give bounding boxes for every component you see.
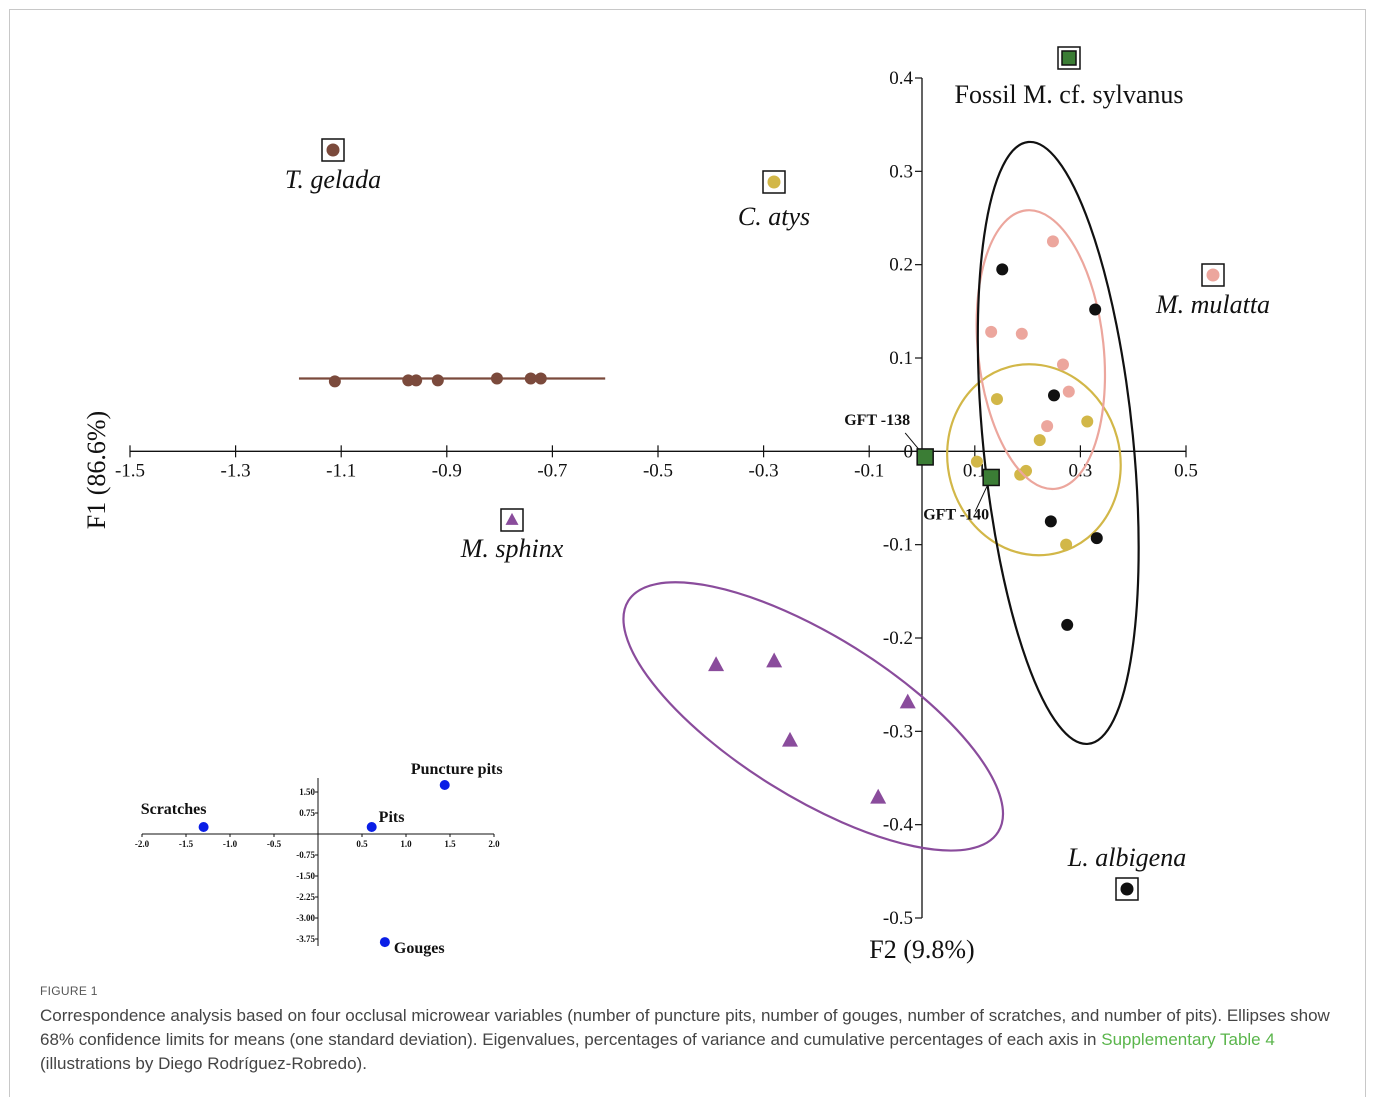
legend-marker [768, 176, 781, 189]
figure: -1.5 -1.3 -1.1 -0.9 -0.7 -0.5 -0.3 -0.1 0.1 0.3 0.… [0, 0, 1375, 1097]
marker [432, 374, 444, 386]
marker [971, 456, 983, 468]
marker [985, 326, 997, 338]
marker [1091, 532, 1103, 544]
marker [1060, 539, 1072, 551]
legend-label: M. sphinx [460, 534, 564, 563]
point-label: GFT -140 [923, 506, 989, 523]
x-tick-label: -0.7 [537, 460, 567, 481]
y-tick-label: 0 [904, 441, 914, 462]
point-label: GFT -138 [844, 412, 910, 429]
inset-x-tick-label: 1.5 [444, 839, 456, 849]
marker [766, 653, 782, 668]
inset-x-tick-label: -1.5 [179, 839, 194, 849]
y-tick-label: 0.2 [889, 255, 913, 276]
marker [917, 449, 933, 465]
marker [1034, 434, 1046, 446]
variable-label: Puncture pits [411, 761, 503, 778]
y-tick-label: -0.5 [883, 908, 913, 929]
inset-y-tick-label: -3.75 [296, 934, 315, 944]
marker [782, 732, 798, 747]
frame [10, 10, 1366, 1097]
legend-marker [1062, 51, 1076, 65]
x-tick-label: -0.3 [749, 460, 779, 481]
inset-x-tick-label: -0.5 [267, 839, 282, 849]
legend-marker [327, 144, 340, 157]
confidence-ellipse [586, 533, 1041, 900]
legend-marker [1207, 269, 1220, 282]
marker [491, 373, 503, 385]
marker [900, 694, 916, 709]
x-tick-label: -0.5 [643, 460, 673, 481]
marker [1057, 359, 1069, 371]
y-axis-title: F2 (9.8%) [869, 935, 974, 964]
variable-point [199, 822, 209, 832]
marker [329, 375, 341, 387]
legend-label: M. mulatta [1155, 290, 1270, 319]
x-axis-title: F1 (86.6%) [82, 411, 111, 529]
legend-marker [1121, 883, 1134, 896]
legend-label: Fossil M. cf. sylvanus [955, 80, 1184, 109]
marker [983, 469, 999, 485]
x-tick-label: -1.1 [326, 460, 356, 481]
y-tick-label: 0.3 [889, 161, 913, 182]
confidence-ellipse [954, 135, 1163, 752]
marker [1063, 386, 1075, 398]
variable-point [380, 937, 390, 947]
y-tick-label: 0.4 [889, 68, 913, 89]
confidence-ellipse [926, 345, 1142, 575]
legend-label: L. albigena [1067, 843, 1186, 872]
variable-label: Pits [379, 809, 405, 826]
inset-y-tick-label: 0.75 [299, 808, 315, 818]
y-tick-label: 0.1 [889, 348, 913, 369]
y-tick-label: -0.1 [883, 535, 913, 556]
marker [1061, 619, 1073, 631]
inset-x-tick-label: -1.0 [223, 839, 238, 849]
y-tick-label: -0.2 [883, 628, 913, 649]
marker [870, 789, 886, 804]
marker [410, 374, 422, 386]
x-tick-label: -1.5 [115, 460, 145, 481]
inset-y-tick-label: -1.50 [296, 871, 315, 881]
marker [996, 263, 1008, 275]
inset-x-tick-label: 1.0 [400, 839, 412, 849]
marker [708, 656, 724, 671]
x-tick-label: -0.9 [432, 460, 462, 481]
variable-point [367, 822, 377, 832]
figure-label: FIGURE 1 [40, 984, 1340, 998]
marker [991, 393, 1003, 405]
x-tick-label: 0.3 [1069, 460, 1093, 481]
caption-text-part: (illustrations by Diego Rodríguez-Robred… [40, 1054, 367, 1073]
inset-y-tick-label: -3.00 [296, 913, 315, 923]
x-tick-label: 0.5 [1174, 460, 1198, 481]
legend-label: T. gelada [285, 165, 381, 194]
inset-x-tick-label: 0.5 [356, 839, 368, 849]
caption-link[interactable]: Supplementary Table 4 [1101, 1030, 1275, 1049]
variable-point [440, 780, 450, 790]
legend-label: C. atys [738, 202, 810, 231]
caption-text: Correspondence analysis based on four oc… [40, 1004, 1340, 1076]
variable-label: Gouges [394, 940, 445, 957]
inset-x-tick-label: -2.0 [135, 839, 150, 849]
x-tick-label: -0.1 [854, 460, 884, 481]
inset-y-tick-label: 1.50 [299, 787, 315, 797]
inset-y-tick-label: -2.25 [296, 892, 315, 902]
marker [1047, 235, 1059, 247]
marker [1048, 389, 1060, 401]
variable-label: Scratches [141, 801, 207, 818]
marker [535, 373, 547, 385]
marker [1089, 303, 1101, 315]
y-tick-label: -0.3 [883, 721, 913, 742]
inset-y-tick-label: -0.75 [296, 850, 315, 860]
marker [1041, 420, 1053, 432]
caption: FIGURE 1 Correspondence analysis based o… [40, 984, 1340, 1076]
inset-x-tick-label: 2.0 [488, 839, 500, 849]
marker [1045, 515, 1057, 527]
x-tick-label: -1.3 [221, 460, 251, 481]
marker [1081, 415, 1093, 427]
page: -1.5 -1.3 -1.1 -0.9 -0.7 -0.5 -0.3 -0.1 0.1 0.3 0.… [0, 0, 1375, 1097]
marker [1016, 328, 1028, 340]
y-tick-label: -0.4 [883, 815, 914, 836]
